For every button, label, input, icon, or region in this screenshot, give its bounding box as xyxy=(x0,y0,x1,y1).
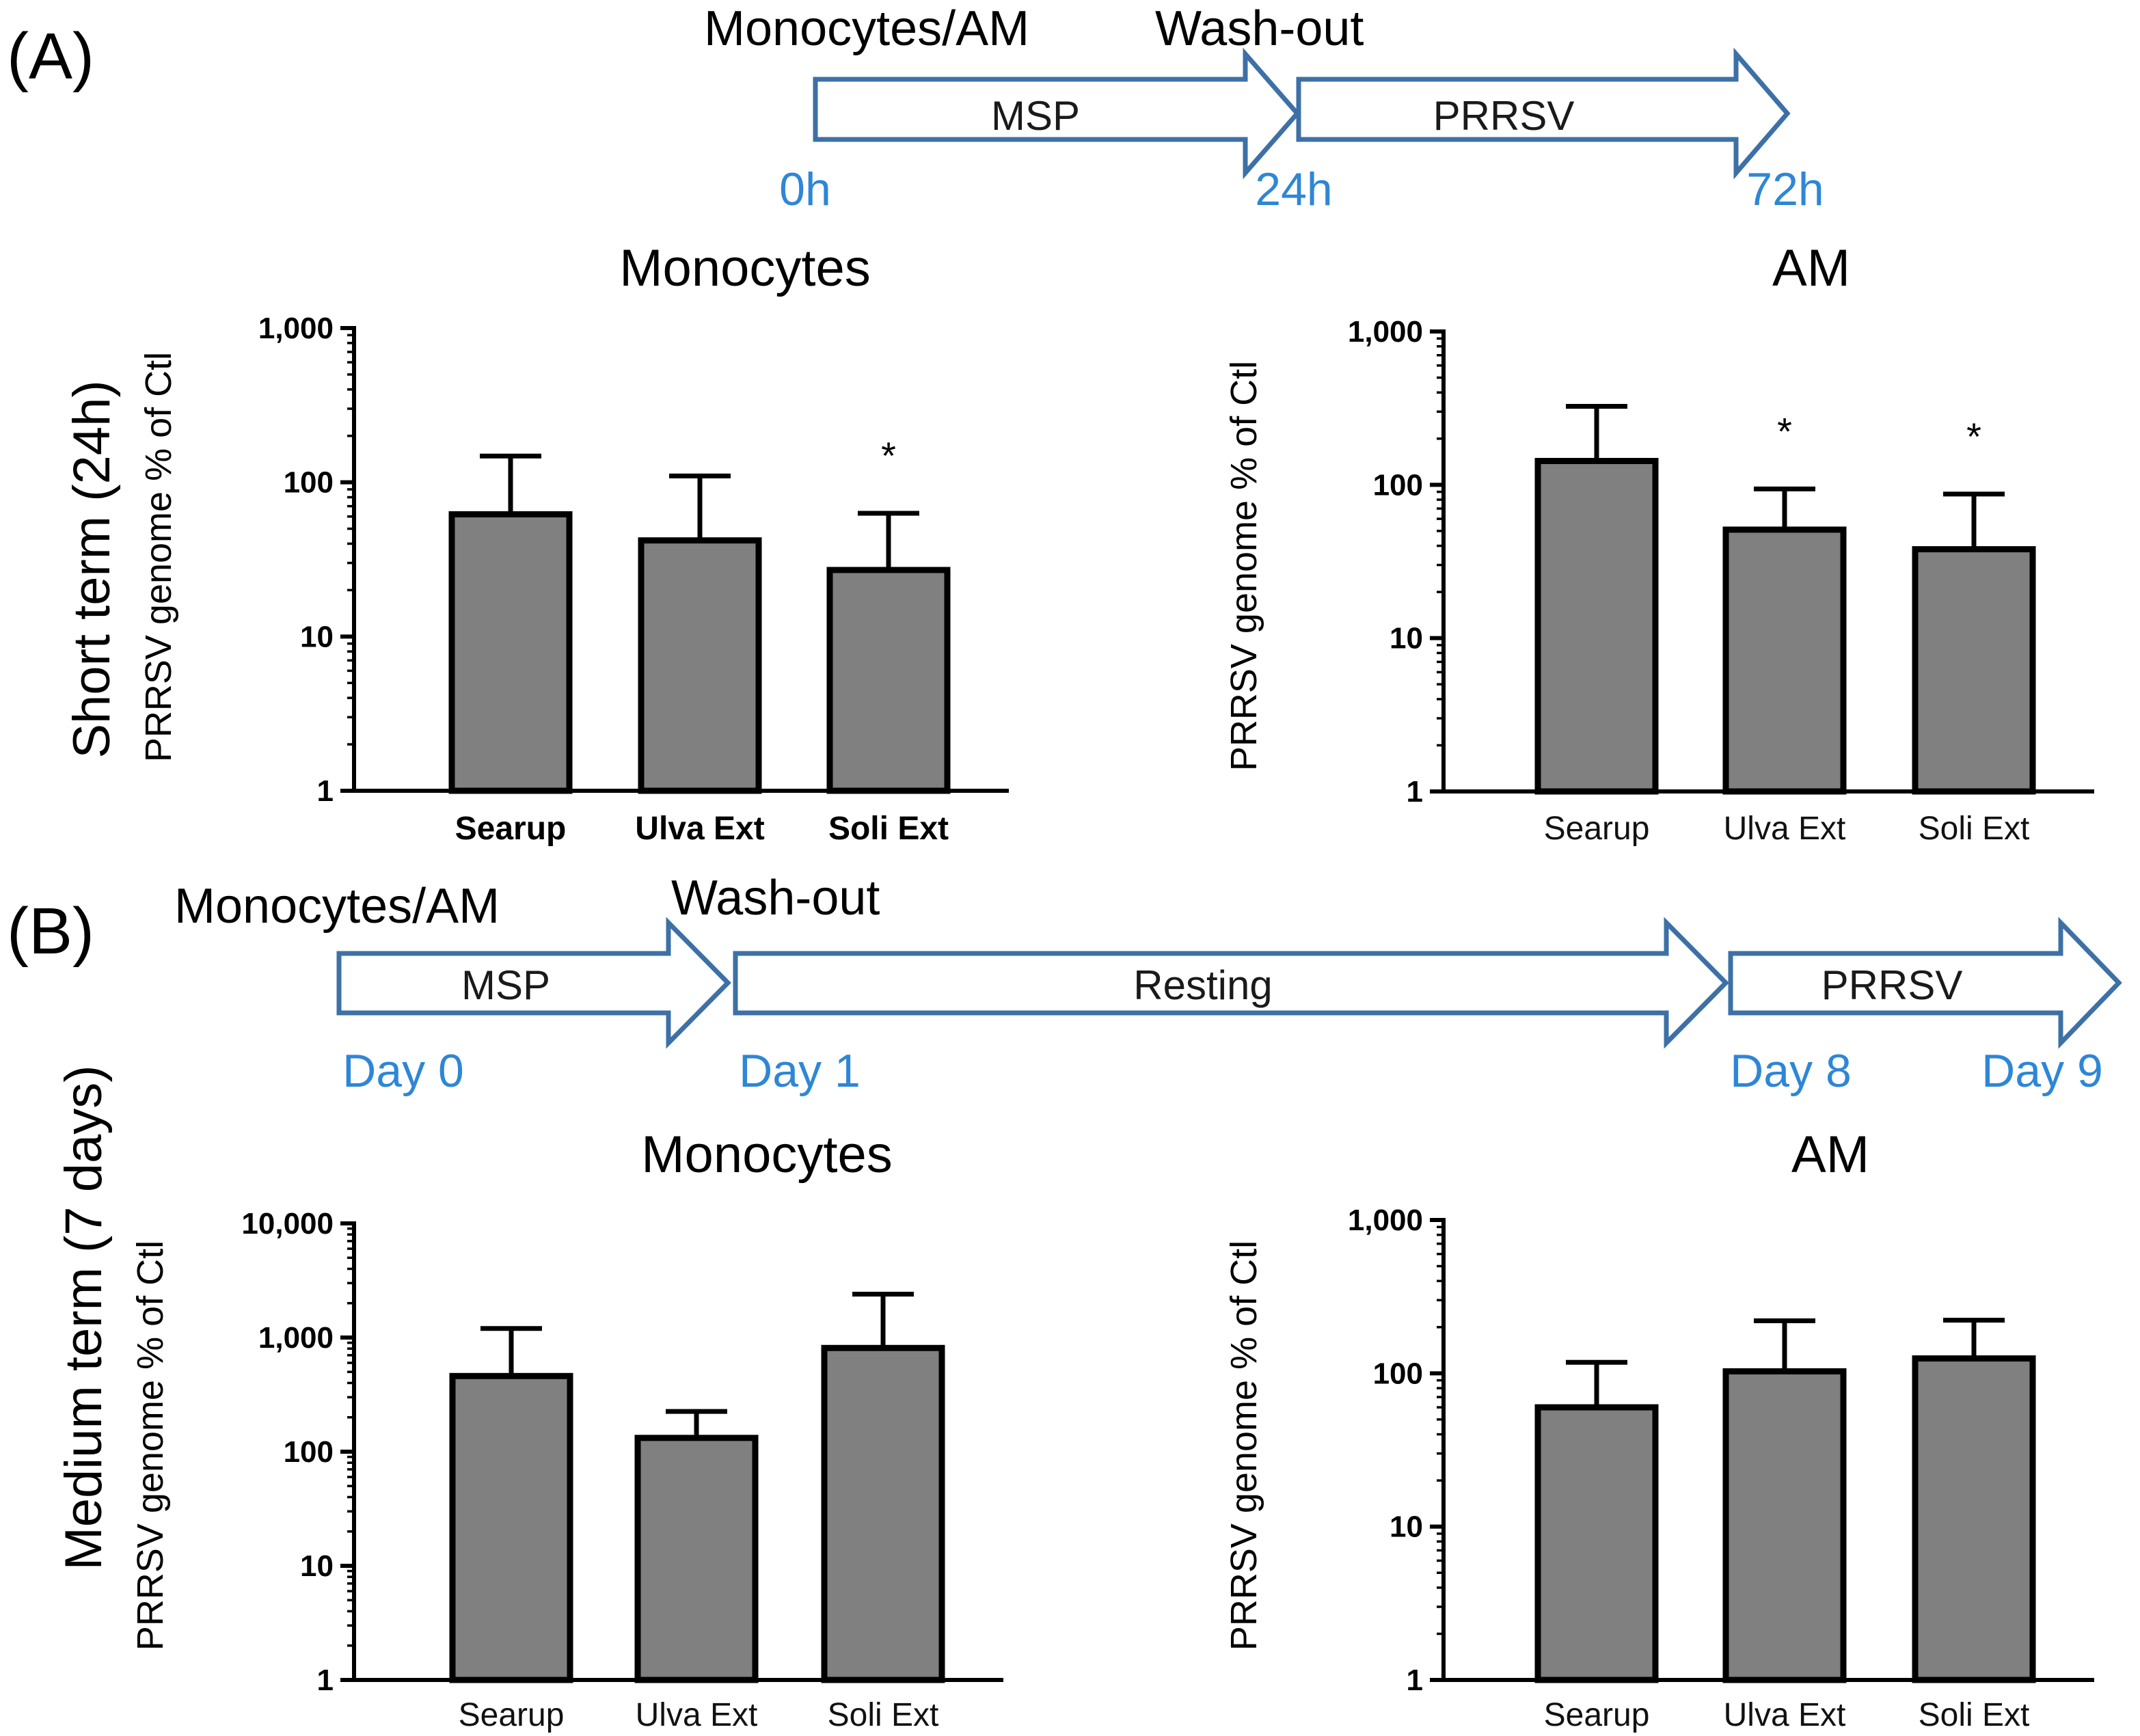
panel-a-msp-arrow xyxy=(813,47,1301,180)
panel-b-msp-label: MSP xyxy=(461,962,550,1008)
panel-a-letter: (A) xyxy=(7,20,94,93)
x-category-label: Soli Ext xyxy=(1919,1697,2030,1733)
bar-ulva-ext xyxy=(1722,1368,1847,1683)
y-tick-label: 10 xyxy=(300,620,334,653)
bar-soli-ext xyxy=(821,1344,945,1683)
panel-a-prrsv-arrow xyxy=(1296,47,1791,180)
panel-b-time-day1: Day 1 xyxy=(739,1045,861,1097)
bar-searup xyxy=(1534,457,1659,795)
chart-short-term-am: AM PRRSV genome % of Ctl 1 10 100 1,000 Searup… xyxy=(1223,239,2094,847)
chart-title: Monocytes xyxy=(641,1126,893,1184)
panel-a-time-72h: 72h xyxy=(1746,163,1824,215)
y-tick-label: 10 xyxy=(300,1549,334,1583)
x-category-label: Ulva Ext xyxy=(1724,1697,1846,1733)
bar-soli-ext xyxy=(1912,1355,2036,1683)
x-category-label: Searup xyxy=(1544,1697,1650,1733)
x-category-label: Searup xyxy=(455,811,567,847)
bar-ulva-ext xyxy=(634,1435,759,1683)
panel-b-cells-label: Monocytes/AM xyxy=(174,879,500,934)
y-tick-label: 100 xyxy=(1373,468,1423,502)
bar-soli-ext xyxy=(826,567,951,794)
y-tick-label: 1 xyxy=(317,774,334,808)
panel-b-row-label: Medium term (7 days) xyxy=(55,1065,113,1570)
y-axis-label: PRRSV genome % of Ctl xyxy=(1223,1240,1264,1651)
x-category-label: Ulva Ext xyxy=(635,811,764,847)
bar-searup xyxy=(448,511,573,794)
y-tick-label: 1,000 xyxy=(1348,315,1423,349)
x-category-label: Soli Ext xyxy=(828,811,949,847)
panel-b-msp-arrow xyxy=(336,917,731,1049)
panel-b-time-day8: Day 8 xyxy=(1730,1045,1852,1097)
chart-short-term-monocytes: Monocytes PRRSV genome % of Ctl 1 10 100 1,00… xyxy=(138,239,1009,847)
panel-b-timeline: (B) Monocytes/AM Wash-out MSP Resting PR… xyxy=(7,871,2122,1097)
x-category-label: Searup xyxy=(459,1697,565,1733)
panel-b-letter: (B) xyxy=(7,895,94,968)
x-category-label: Searup xyxy=(1544,811,1650,847)
x-category-label: Soli Ext xyxy=(1919,811,2030,847)
x-category-label: Soli Ext xyxy=(828,1697,939,1733)
y-axis-label: PRRSV genome % of Ctl xyxy=(138,352,179,762)
bar-searup xyxy=(1534,1404,1659,1683)
y-tick-label: 10 xyxy=(1390,622,1423,655)
y-tick-label: 10 xyxy=(1390,1510,1423,1544)
significance-marker: * xyxy=(1777,409,1792,452)
y-axis-label: PRRSV genome % of Ctl xyxy=(1223,361,1264,771)
y-tick-label: 10,000 xyxy=(241,1207,334,1240)
y-tick-label: 1 xyxy=(1407,1664,1423,1697)
bar-searup xyxy=(449,1372,573,1683)
chart-medium-term-monocytes: Monocytes PRRSV genome % of Ctl 1 10 100 1,00… xyxy=(130,1126,1003,1733)
y-axis-label: PRRSV genome % of Ctl xyxy=(130,1240,171,1651)
panel-b-time-day9: Day 9 xyxy=(1981,1045,2103,1097)
panel-a-msp-label: MSP xyxy=(991,93,1080,139)
panel-a-time-0h: 0h xyxy=(779,163,831,215)
chart-medium-term-am: AM PRRSV genome % of Ctl 1 10 100 1,000 Searup… xyxy=(1223,1126,2094,1733)
panel-b-resting-label: Resting xyxy=(1133,962,1272,1008)
y-tick-label: 1,000 xyxy=(1348,1204,1423,1237)
chart-title: AM xyxy=(1791,1126,1869,1184)
panel-b-time-day0: Day 0 xyxy=(342,1045,464,1097)
y-tick-label: 100 xyxy=(284,1435,334,1469)
chart-title: AM xyxy=(1772,239,1850,297)
bar-ulva-ext xyxy=(1722,526,1847,795)
panel-a-timeline: (A) Monocytes/AM Wash-out MSP PRRSV 0h 2… xyxy=(7,1,1824,215)
panel-b-washout-label: Wash-out xyxy=(671,871,880,925)
y-tick-label: 1,000 xyxy=(258,1321,334,1355)
chart-title: Monocytes xyxy=(619,239,871,297)
x-category-label: Ulva Ext xyxy=(1724,811,1846,847)
panel-a-prrsv-label: PRRSV xyxy=(1433,93,1575,139)
y-tick-label: 1 xyxy=(1407,775,1423,809)
y-tick-label: 1,000 xyxy=(258,312,334,345)
y-tick-label: 100 xyxy=(1373,1357,1423,1390)
significance-marker: * xyxy=(881,434,896,477)
panel-a-row-label: Short term (24h) xyxy=(63,380,121,758)
bar-soli-ext xyxy=(1912,546,2036,795)
x-category-label: Ulva Ext xyxy=(636,1697,758,1733)
panel-a-cells-label: Monocytes/AM xyxy=(704,1,1029,56)
significance-marker: * xyxy=(1966,415,1981,458)
panel-b-prrsv-arrow xyxy=(1728,917,2122,1049)
panel-a-time-24h: 24h xyxy=(1255,163,1332,215)
y-tick-label: 100 xyxy=(284,466,334,500)
panel-b-resting-arrow xyxy=(733,917,1729,1049)
panel-a-washout-label: Wash-out xyxy=(1155,1,1364,56)
panel-b-prrsv-label: PRRSV xyxy=(1821,962,1963,1008)
y-tick-label: 1 xyxy=(317,1664,334,1697)
bar-ulva-ext xyxy=(638,537,762,794)
